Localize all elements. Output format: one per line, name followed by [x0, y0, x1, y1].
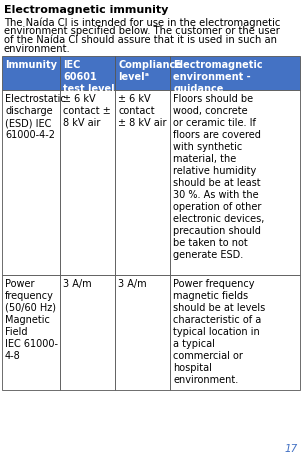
Text: of the Naída CI should assure that it is used in such an: of the Naída CI should assure that it is… [4, 35, 277, 45]
Text: Electrostatic
discharge
(ESD) IEC
61000-4-2: Electrostatic discharge (ESD) IEC 61000-… [5, 94, 66, 140]
Bar [2, 91, 60, 275]
Text: ± 6 kV
contact
± 8 kV air: ± 6 kV contact ± 8 kV air [118, 94, 167, 128]
Text: environment.: environment. [4, 44, 71, 54]
Bar [115, 275, 170, 390]
Bar [2, 57, 60, 91]
Bar [60, 57, 115, 91]
Bar [115, 91, 170, 275]
Text: Compliance
levelᵃ: Compliance levelᵃ [118, 60, 182, 82]
Text: Immunity: Immunity [5, 60, 57, 70]
Bar [170, 275, 300, 390]
Text: 3 A/m: 3 A/m [118, 279, 147, 288]
Text: Electromagnetic immunity: Electromagnetic immunity [4, 5, 169, 15]
Text: Power frequency
magnetic fields
should be at levels
characteristic of a
typical : Power frequency magnetic fields should b… [173, 279, 266, 384]
Text: IEC
60601
test level: IEC 60601 test level [63, 60, 115, 94]
Text: 17: 17 [285, 443, 298, 453]
Text: ± 6 kV
contact ±
8 kV air: ± 6 kV contact ± 8 kV air [63, 94, 111, 128]
Text: 3 A/m: 3 A/m [63, 279, 92, 288]
Text: Electromagnetic
environment -
guidance: Electromagnetic environment - guidance [173, 60, 263, 94]
Bar [60, 275, 115, 390]
Text: Power
frequency
(50/60 Hz)
Magnetic
Field
IEC 61000-
4-8: Power frequency (50/60 Hz) Magnetic Fiel… [5, 279, 58, 360]
Bar [115, 57, 170, 91]
Bar [60, 91, 115, 275]
Bar [2, 275, 60, 390]
Text: Floors should be
wood, concrete
or ceramic tile. If
floors are covered
with synt: Floors should be wood, concrete or ceram… [173, 94, 265, 259]
Bar [170, 91, 300, 275]
Text: environment specified below. The customer or the user: environment specified below. The custome… [4, 26, 280, 36]
Bar [170, 57, 300, 91]
Text: The Naída CI is intended for use in the electromagnetic: The Naída CI is intended for use in the … [4, 17, 280, 28]
